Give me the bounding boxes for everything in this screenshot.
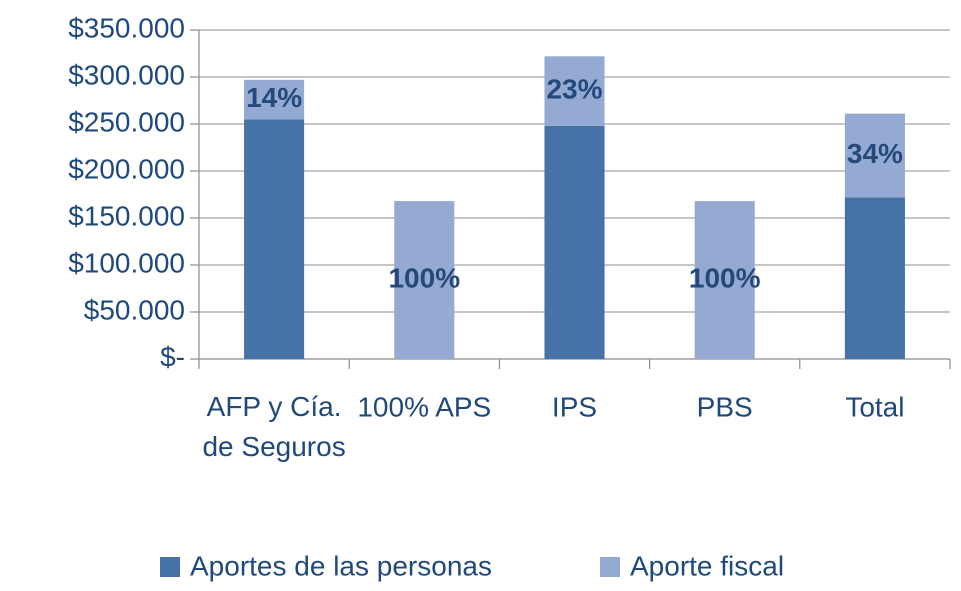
x-tick-label: AFP y Cía. de Seguros [202, 391, 345, 462]
y-tick-label: $50.000 [84, 294, 185, 325]
legend-label: Aporte fiscal [630, 550, 784, 581]
annotation: 14% [246, 82, 302, 113]
bar-segment [544, 56, 605, 126]
legend-swatch [600, 557, 620, 577]
bar-segment [244, 119, 305, 359]
bar-segment [244, 79, 305, 120]
bar-segment [844, 113, 905, 198]
annotation: 100% [689, 262, 761, 293]
annotation: 23% [546, 73, 602, 104]
bar-segment [544, 125, 605, 359]
annotation: 100% [388, 262, 460, 293]
y-tick-label: $100.000 [68, 247, 185, 278]
x-tick-label: IPS [552, 391, 597, 422]
bar-segment [694, 201, 755, 359]
legend-label: Aportes de las personas [190, 550, 492, 581]
x-tick-label: Total [845, 391, 904, 422]
y-tick-label: $- [160, 341, 185, 372]
bar-segment [844, 197, 905, 359]
y-tick-label: $200.000 [68, 153, 185, 184]
y-tick-label: $150.000 [68, 200, 185, 231]
x-tick-label: PBS [697, 391, 753, 422]
y-tick-label: $350.000 [68, 12, 185, 43]
bar-segment [394, 201, 455, 359]
annotation: 34% [847, 138, 903, 169]
y-tick-label: $250.000 [68, 106, 185, 137]
x-tick-label: 100% APS [357, 391, 491, 422]
y-tick-label: $300.000 [68, 59, 185, 90]
legend-swatch [160, 557, 180, 577]
